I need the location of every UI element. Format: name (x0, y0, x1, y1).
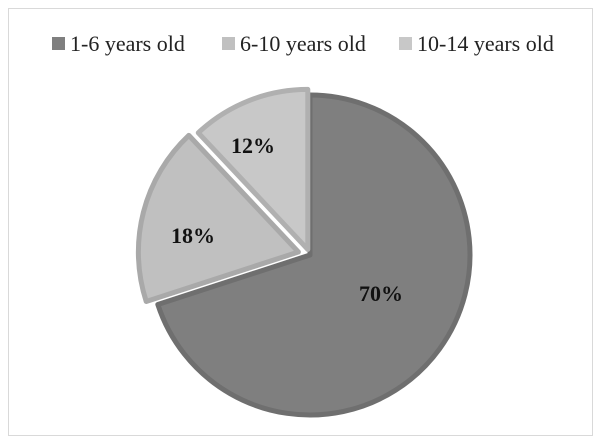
pie-slice-1 (155, 92, 473, 418)
chart-legend: 1-6 years old 6-10 years old 10-14 years… (52, 31, 554, 56)
slice-label-3: 12% (231, 133, 275, 158)
legend-swatch-3 (399, 37, 412, 50)
pie-slice-3 (195, 86, 311, 252)
pie-slices (135, 86, 473, 418)
pie-slice-labels: 70% 18% 12% (171, 133, 403, 306)
legend-swatch-2 (222, 37, 235, 50)
legend-label-3: 10-14 years old (417, 31, 554, 56)
legend-swatch-1 (52, 37, 65, 50)
legend-label-2: 6-10 years old (240, 31, 366, 56)
pie-slice-2 (135, 132, 301, 304)
legend-label-1: 1-6 years old (70, 31, 185, 56)
slice-label-1: 70% (359, 281, 403, 306)
slice-label-2: 18% (171, 223, 215, 248)
